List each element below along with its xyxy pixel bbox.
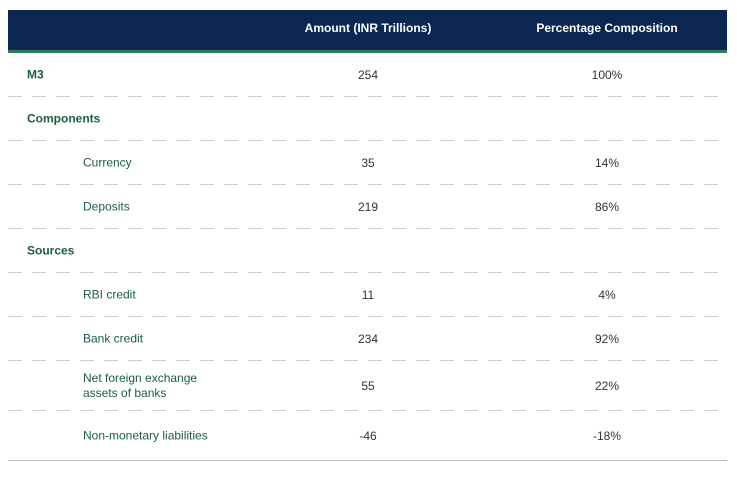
- row-separator: [8, 316, 727, 317]
- row-separator: [8, 96, 727, 97]
- row-separator: [8, 140, 727, 141]
- table-row: Components: [8, 97, 727, 141]
- table-row: M3 254 100%: [8, 53, 727, 97]
- row-label: Net foreign exchange assets of banks: [83, 371, 198, 400]
- amount-cell: 234: [357, 332, 379, 346]
- row-separator: [8, 410, 727, 411]
- amount-cell: 219: [357, 200, 379, 214]
- percentage-cell: 100%: [591, 68, 623, 82]
- row-separator: [8, 460, 727, 461]
- row-label: Currency: [83, 155, 132, 170]
- table-row: Non-monetary liabilities -46 -18%: [8, 411, 727, 461]
- row-separator: [8, 360, 727, 361]
- header-rule: [8, 50, 727, 53]
- section-label: Sources: [27, 243, 75, 258]
- table-row: RBI credit 11 4%: [8, 273, 727, 317]
- amount-cell: 55: [361, 379, 375, 393]
- row-label: RBI credit: [83, 287, 136, 302]
- table-row: Deposits 219 86%: [8, 185, 727, 229]
- row-separator: [8, 272, 727, 273]
- percentage-cell: 92%: [594, 332, 620, 346]
- row-separator: [8, 184, 727, 185]
- amount-cell: 35: [361, 156, 375, 170]
- section-label: M3: [27, 67, 44, 82]
- column-header: Amount (INR Trillions): [304, 21, 432, 35]
- amount-cell: 11: [361, 288, 375, 302]
- table-row: Currency 35 14%: [8, 141, 727, 185]
- row-label: Bank credit: [83, 331, 144, 346]
- section-label: Components: [27, 111, 101, 126]
- table-row: Sources: [8, 229, 727, 273]
- percentage-cell: 14%: [594, 156, 620, 170]
- percentage-cell: -18%: [592, 429, 622, 443]
- amount-cell: 254: [357, 68, 379, 82]
- row-label: Non-monetary liabilities: [83, 428, 208, 443]
- column-header: Percentage Composition: [536, 21, 678, 35]
- header-band: [8, 10, 727, 50]
- percentage-cell: 22%: [594, 379, 620, 393]
- percentage-cell: 4%: [598, 288, 616, 302]
- amount-cell: -46: [359, 429, 377, 443]
- row-label: Deposits: [83, 199, 130, 214]
- row-separator: [8, 228, 727, 229]
- table-row: Bank credit 234 92%: [8, 317, 727, 361]
- percentage-cell: 86%: [594, 200, 620, 214]
- table-row: Net foreign exchange assets of banks 55 22…: [8, 361, 727, 411]
